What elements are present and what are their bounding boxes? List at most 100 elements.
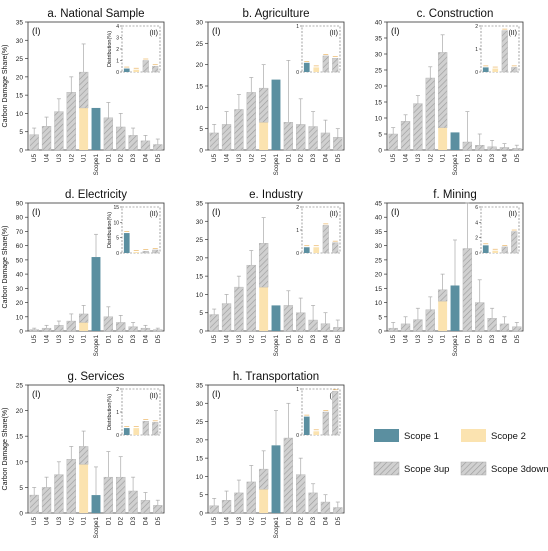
x-tick-label: Scope1 — [273, 154, 280, 176]
bar-scope-3down — [333, 136, 343, 151]
y-tick-label: 35 — [196, 201, 204, 208]
x-tick-label: D4 — [322, 517, 329, 526]
bar-scope-3down — [487, 146, 497, 151]
panel-title: h. Transportation — [233, 371, 319, 383]
y-tick-label: 35 — [375, 229, 383, 236]
y-tick-label: 30 — [196, 20, 204, 27]
inset-y-axis-label: Distribution(%) — [107, 394, 113, 430]
x-tick-label: U5 — [31, 517, 38, 526]
inset-bar-scope-1 — [482, 67, 489, 72]
x-tick-label: U5 — [211, 335, 218, 344]
bar-scope-3up — [437, 52, 448, 128]
legend-swatch-scope3up — [373, 461, 400, 476]
x-tick-label: U3 — [415, 335, 422, 344]
x-tick-label: D5 — [155, 335, 162, 344]
x-tick-label: U2 — [427, 335, 434, 344]
bar-scope-3up — [54, 111, 64, 151]
x-tick-label: D4 — [142, 154, 149, 163]
x-tick-label: D2 — [298, 154, 305, 163]
y-tick-label: 0 — [199, 148, 203, 155]
bar-scope-3up — [41, 487, 52, 514]
y-tick-label: 30 — [16, 286, 24, 293]
inset-y-tick-label: 2 — [475, 24, 478, 30]
x-tick-label: U1 — [440, 154, 447, 163]
bar-scope-1 — [450, 285, 460, 331]
inset-bar-scope-3up — [322, 55, 329, 73]
bar-scope-3up — [29, 494, 39, 514]
y-axis-label: Carbon Damage Share(%) — [2, 408, 9, 491]
y-tick-label: 15 — [196, 84, 204, 91]
x-tick-label: U2 — [68, 517, 75, 526]
bar-scope-3down — [475, 144, 485, 151]
x-tick-label: U4 — [224, 335, 231, 344]
x-tick-label: D3 — [489, 335, 496, 344]
legend-swatch-scope3down — [460, 461, 487, 476]
bar-scope-2 — [259, 489, 269, 513]
y-tick-label: 10 — [196, 292, 204, 299]
x-tick-label: D3 — [130, 517, 137, 526]
y-tick-label: 20 — [196, 255, 204, 262]
inset-y-axis-label: Distribution(%) — [107, 31, 113, 67]
bar-scope-3down — [283, 305, 294, 332]
bar-scope-1 — [450, 132, 460, 150]
inset-bar-scope-3down — [332, 391, 339, 436]
panel-title: e. Industry — [249, 189, 303, 201]
inset-y-tick-label: 3 — [116, 36, 119, 42]
inset-bar-scope-3down — [152, 249, 159, 254]
bar-scope-3down — [140, 140, 151, 151]
bar-scope-3up — [425, 309, 435, 332]
y-tick-label: 20 — [375, 84, 383, 91]
inset-panel: (II) 0 1 2 — [475, 24, 520, 76]
panel-title: b. Agriculture — [242, 8, 309, 20]
inset-y-tick-label: 1 — [116, 59, 119, 65]
x-tick-label: U5 — [31, 335, 38, 344]
panel-label: (I) — [32, 389, 41, 399]
y-tick-label: 30 — [196, 219, 204, 226]
bar-scope-3up — [400, 120, 411, 151]
bar-scope-3down — [475, 302, 485, 332]
inset-bar-scope-3down — [152, 66, 159, 73]
bar-scope-3up — [388, 327, 398, 332]
bar-scope-3down — [140, 500, 151, 514]
bar-scope-2 — [438, 301, 448, 331]
x-tick-label: D1 — [285, 517, 292, 526]
bar-scope-3up — [221, 303, 232, 332]
x-tick-label: U2 — [248, 517, 255, 526]
inset-bar-scope-2 — [492, 250, 499, 253]
y-tick-label: 10 — [375, 116, 383, 123]
x-tick-label: U1 — [440, 335, 447, 344]
y-tick-label: 15 — [196, 456, 204, 463]
x-tick-label: D2 — [118, 335, 125, 344]
x-tick-label: U4 — [403, 154, 410, 163]
inset-panel: (II) 0 2 4 6 — [475, 205, 520, 257]
x-tick-label: D4 — [501, 335, 508, 344]
bar-scope-3down — [320, 501, 331, 514]
x-tick-label: U1 — [81, 154, 88, 163]
x-tick-label: U5 — [390, 335, 397, 344]
inset-y-tick-label: 0 — [116, 251, 119, 257]
x-tick-label: D5 — [155, 517, 162, 526]
bar-scope-3down — [283, 437, 294, 514]
x-tick-label: U5 — [211, 154, 218, 163]
bar-scope-3up — [400, 323, 411, 332]
y-tick-label: 35 — [375, 36, 383, 43]
bar-scope-1 — [91, 257, 101, 331]
bar-scope-3down — [116, 126, 126, 151]
y-tick-label: 20 — [196, 437, 204, 444]
bar-scope-3up — [29, 134, 39, 151]
bar-scope-3up — [246, 92, 256, 151]
y-tick-label: 10 — [196, 474, 204, 481]
x-tick-label: D2 — [298, 517, 305, 526]
bar-scope-3down — [153, 144, 163, 151]
x-tick-label: D1 — [464, 335, 471, 344]
y-axis-label: Carbon Damage Share(%) — [2, 45, 9, 128]
inset-bar-scope-2 — [133, 252, 140, 253]
inset-y-tick-label: 0 — [475, 70, 478, 76]
inset-y-tick-label: 2 — [116, 47, 119, 53]
inset-y-tick-label: 10 — [113, 220, 119, 226]
y-tick-label: 5 — [199, 126, 203, 133]
bar-scope-3down — [296, 312, 306, 332]
bar-scope-3up — [209, 314, 219, 332]
panel-label: (I) — [32, 26, 41, 36]
